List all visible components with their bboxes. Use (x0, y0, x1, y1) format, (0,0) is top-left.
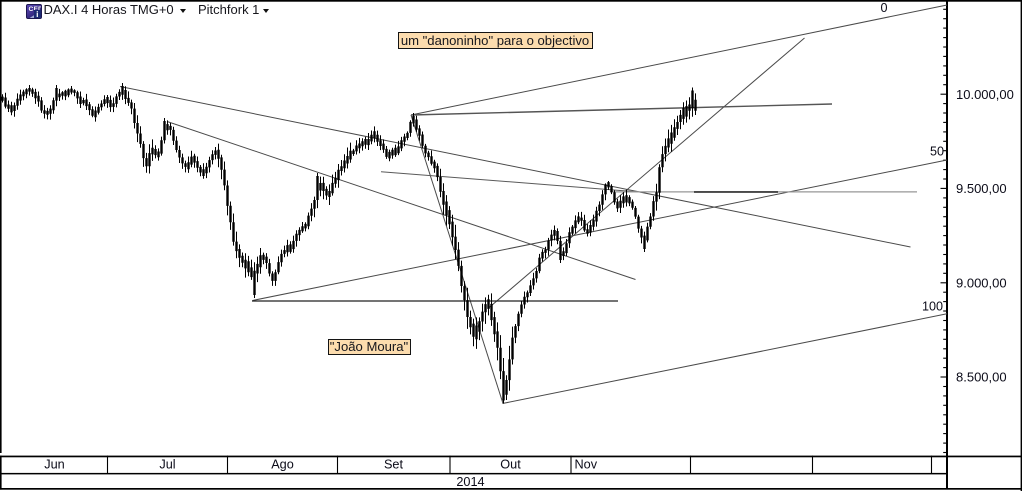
svg-text:9.000,00: 9.000,00 (956, 275, 1007, 290)
svg-text:Jun: Jun (44, 458, 64, 472)
svg-text:10.000,00: 10.000,00 (956, 87, 1014, 102)
svg-text:0: 0 (880, 1, 887, 15)
svg-text:2014: 2014 (456, 475, 484, 489)
svg-text:Ago: Ago (271, 458, 294, 472)
svg-text:50: 50 (930, 145, 944, 159)
svg-text:Nov: Nov (575, 458, 598, 472)
svg-text:9.500,00: 9.500,00 (956, 181, 1007, 196)
svg-text:Out: Out (500, 458, 521, 472)
svg-text:Set: Set (384, 458, 404, 472)
svg-text:Jul: Jul (159, 458, 175, 472)
svg-text:100: 100 (922, 300, 943, 314)
svg-text:8.500,00: 8.500,00 (956, 370, 1007, 385)
